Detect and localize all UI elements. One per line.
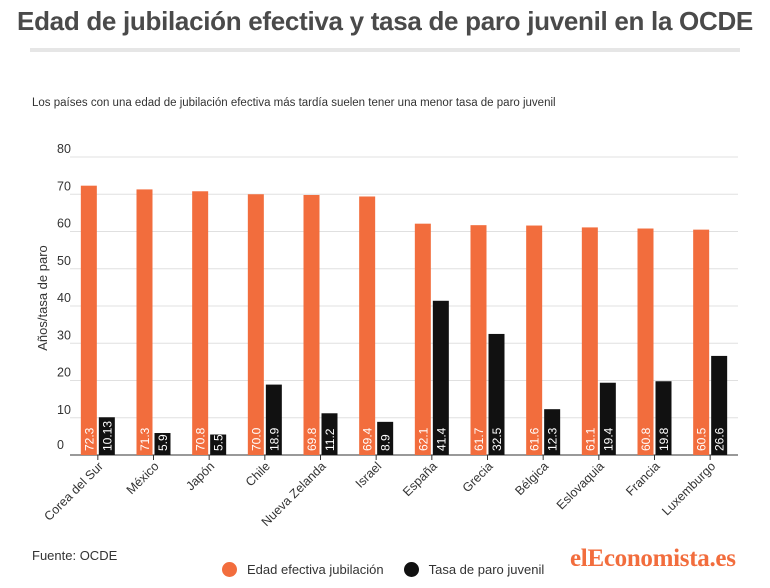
y-tick-label: 20 <box>57 366 71 380</box>
x-category-label: Bélgica <box>512 459 551 498</box>
legend-label-retirement: Edad efectiva jubilación <box>247 562 384 577</box>
data-label-unemployment: 8.9 <box>379 434 393 451</box>
data-label-retirement: 69.4 <box>361 427 375 451</box>
title-divider <box>30 48 740 52</box>
y-tick-label: 50 <box>57 254 71 268</box>
bar-retirement <box>581 227 598 455</box>
legend-swatch-black <box>403 562 419 577</box>
x-category-label: España <box>400 459 440 499</box>
bar-unemployment <box>655 381 672 455</box>
data-label-retirement: 71.3 <box>138 427 152 451</box>
x-category-label: Francia <box>623 459 662 498</box>
x-category-label: Chile <box>243 459 273 489</box>
x-category-label: Eslovaquia <box>554 459 607 512</box>
source-note: Fuente: OCDE <box>32 548 118 563</box>
data-label-unemployment: 19.4 <box>601 427 615 451</box>
x-category-label: México <box>124 459 162 497</box>
bar-retirement <box>470 225 487 455</box>
legend-item-unemployment: Tasa de paro juvenil <box>403 562 545 577</box>
data-label-retirement: 70.8 <box>194 427 208 451</box>
data-label-retirement: 60.5 <box>695 427 709 451</box>
legend-item-retirement: Edad efectiva jubilación <box>222 562 384 577</box>
bar-unemployment <box>488 333 505 455</box>
x-category-label: Japón <box>183 459 217 493</box>
publisher-logo: elEconomista.es <box>570 545 736 572</box>
bar-unemployment <box>432 300 449 455</box>
chart-title: Edad de jubilación efectiva y tasa de pa… <box>17 6 753 36</box>
data-label-retirement: 61.7 <box>472 427 486 451</box>
bar-chart: 0 10 20 30 40 50 60 70 80 Años/tasa de paro 72.3 10… <box>35 142 738 529</box>
bar-retirement <box>303 194 320 455</box>
data-label-retirement: 69.8 <box>305 427 319 451</box>
bar-unemployment <box>711 355 728 455</box>
y-axis-label: Años/tasa de paro <box>35 245 50 351</box>
chart-subtitle: Los países con una edad de jubilación ef… <box>32 97 556 109</box>
bar-retirement <box>693 229 710 455</box>
bar-retirement <box>80 185 97 455</box>
data-label-retirement: 61.1 <box>583 427 597 451</box>
bar-unemployment <box>321 413 338 455</box>
data-label-retirement: 72.3 <box>82 427 96 451</box>
bar-unemployment <box>377 421 394 455</box>
x-category-label: Luxemburgo <box>659 459 718 518</box>
y-tick-label: 70 <box>57 179 71 193</box>
x-category-label: Corea del Sur <box>42 459 106 523</box>
bar-retirement <box>414 223 431 455</box>
data-label-unemployment: 12.3 <box>546 427 560 451</box>
bar-retirement <box>526 225 543 455</box>
legend-label-unemployment: Tasa de paro juvenil <box>428 562 545 577</box>
data-label-unemployment: 5.5 <box>212 434 226 451</box>
bar-retirement <box>192 191 209 455</box>
y-tick-label: 30 <box>57 328 71 342</box>
data-label-unemployment: 5.9 <box>156 434 170 451</box>
bar-unemployment <box>210 434 227 455</box>
data-label-unemployment: 41.4 <box>434 427 448 451</box>
bar-unemployment <box>154 433 171 455</box>
bar-retirement <box>359 196 376 456</box>
data-label-unemployment: 32.5 <box>490 427 504 451</box>
chart-legend: Edad efectiva jubilación Tasa de paro ju… <box>222 562 564 577</box>
x-category-label: Grecia <box>460 459 496 495</box>
bar-unemployment <box>265 384 282 455</box>
data-label-retirement: 62.1 <box>416 427 430 451</box>
bar-retirement <box>637 228 654 455</box>
x-category-label: Israel <box>353 459 385 491</box>
bar-unemployment <box>544 409 561 455</box>
y-tick-label: 10 <box>57 403 71 417</box>
legend-swatch-orange <box>222 562 237 577</box>
data-label-unemployment: 26.6 <box>713 427 727 451</box>
y-tick-label: 40 <box>57 291 71 305</box>
bar-unemployment <box>599 382 616 455</box>
y-tick-label: 60 <box>57 217 71 231</box>
y-tick-label: 0 <box>57 438 64 452</box>
data-label-unemployment: 18.9 <box>267 427 281 451</box>
data-label-unemployment: 11.2 <box>323 428 337 451</box>
data-label-retirement: 61.6 <box>528 427 542 451</box>
bar-unemployment <box>98 417 115 455</box>
data-label-retirement: 60.8 <box>639 427 653 451</box>
data-label-unemployment: 19.8 <box>657 427 671 451</box>
bar-retirement <box>247 194 264 455</box>
y-tick-label: 80 <box>57 142 71 156</box>
data-label-unemployment: 10.13 <box>100 421 114 451</box>
data-label-retirement: 70.0 <box>249 427 263 451</box>
bar-retirement <box>136 189 153 455</box>
